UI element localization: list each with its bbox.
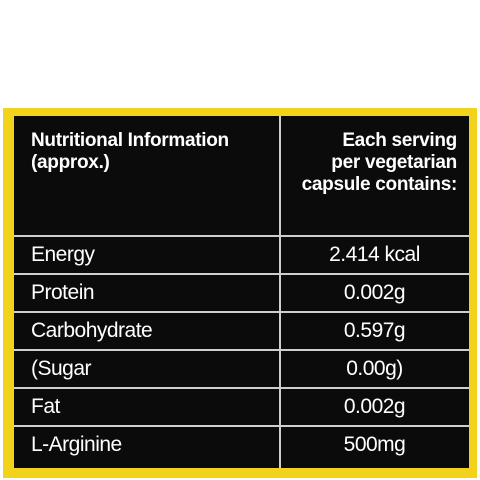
table-row-carbohydrate: Carbohydrate 0.597g [14, 312, 469, 349]
row-value: 0.002g [343, 395, 406, 418]
row-name: Energy [31, 243, 95, 266]
row-name: (Sugar [31, 357, 92, 380]
header-nutritional-information: Nutritional Information (approx.) [31, 130, 271, 174]
nutrition-table: Nutritional Information (approx.) Each s… [14, 116, 469, 468]
nutrition-panel-border: Nutritional Information (approx.) Each s… [3, 108, 477, 478]
table-row-sugar: (Sugar 0.00g) [14, 350, 469, 387]
row-name: Carbohydrate [31, 319, 153, 342]
row-divider [14, 425, 469, 427]
row-name: Protein [31, 281, 95, 304]
table-row-fat: Fat 0.002g [14, 388, 469, 425]
row-value: 500mg [343, 433, 406, 456]
header-divider [14, 235, 469, 237]
header-left-line1: Nutritional Information [31, 130, 229, 151]
row-divider [14, 387, 469, 389]
header-right-line1: Each serving [342, 130, 457, 151]
row-name: L-Arginine [31, 433, 122, 456]
row-value: 0.002g [343, 281, 406, 304]
row-divider [14, 273, 469, 275]
table-row-protein: Protein 0.002g [14, 274, 469, 311]
table-row-l-arginine: L-Arginine 500mg [14, 426, 469, 463]
header-each-serving: Each serving per vegetarian capsule cont… [282, 130, 458, 196]
header-right-line2: per vegetarian [331, 152, 457, 173]
row-value: 0.00g) [346, 357, 403, 380]
row-divider [14, 311, 469, 313]
row-value: 0.597g [343, 319, 406, 342]
row-value: 2.414 kcal [329, 243, 420, 266]
row-divider [14, 349, 469, 351]
row-name: Fat [31, 395, 60, 418]
column-divider [279, 116, 281, 468]
table-row-energy: Energy 2.414 kcal [14, 236, 469, 273]
header-right-line3: capsule contains: [301, 174, 458, 195]
header-left-line2: (approx.) [31, 152, 110, 173]
